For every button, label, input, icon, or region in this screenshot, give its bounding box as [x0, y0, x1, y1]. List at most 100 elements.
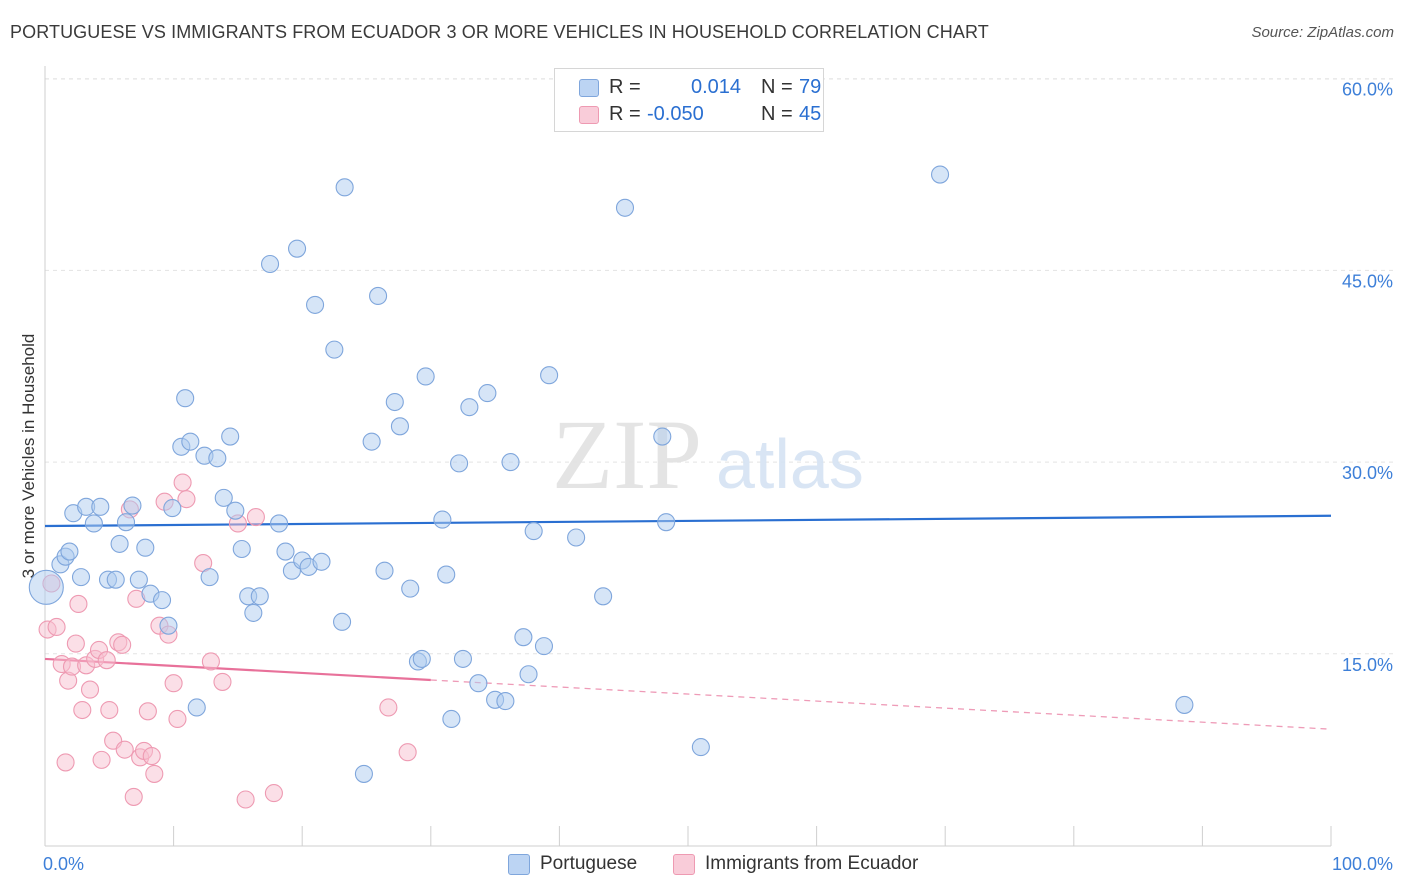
point-portuguese: [214, 488, 233, 507]
point-portuguese: [657, 513, 676, 532]
point-ecuador: [92, 750, 111, 769]
point-portuguese: [1175, 695, 1194, 714]
point-portuguese: [226, 501, 245, 520]
point-portuguese: [433, 510, 452, 529]
point-portuguese: [159, 616, 178, 635]
point-ecuador: [168, 709, 187, 729]
point-ecuador: [246, 508, 265, 527]
legend-r-value: -0.050: [647, 103, 704, 125]
point-ecuador: [47, 617, 66, 637]
point-ecuador: [398, 743, 417, 762]
legend-r-value: 0.014: [691, 76, 742, 98]
trend-line-dashed: [430, 679, 1332, 730]
point-ecuador: [264, 784, 283, 803]
point-portuguese: [460, 398, 479, 417]
watermark-atlas: atlas: [716, 425, 864, 503]
point-portuguese: [514, 628, 533, 647]
point-portuguese: [437, 565, 456, 584]
point-portuguese: [270, 514, 289, 533]
point-portuguese: [91, 497, 110, 516]
point-ecuador: [73, 700, 92, 720]
point-ecuador: [138, 702, 157, 721]
point-portuguese: [496, 692, 515, 711]
point-portuguese: [615, 198, 635, 217]
point-portuguese: [250, 587, 269, 606]
point-portuguese: [106, 570, 125, 589]
point-portuguese: [416, 367, 435, 386]
legend-n-value: 45: [799, 103, 822, 125]
watermark: ZIP atlas: [552, 399, 864, 510]
point-portuguese: [401, 579, 420, 598]
point-portuguese: [540, 366, 559, 385]
point-portuguese: [325, 340, 344, 359]
point-portuguese: [260, 254, 280, 274]
point-portuguese: [306, 295, 325, 314]
point-portuguese: [412, 649, 431, 668]
point-portuguese: [312, 552, 331, 571]
point-portuguese: [60, 542, 79, 561]
point-portuguese: [469, 674, 488, 693]
point-portuguese: [28, 569, 64, 605]
point-ecuador: [201, 652, 220, 671]
y-tick-label: 45.0%: [1342, 271, 1393, 291]
point-portuguese: [375, 561, 394, 580]
point-portuguese: [276, 542, 295, 561]
point-portuguese: [691, 738, 710, 757]
point-ecuador: [173, 473, 192, 492]
axes: [44, 66, 1332, 847]
point-portuguese: [200, 568, 219, 587]
point-portuguese: [519, 665, 538, 684]
point-portuguese: [136, 538, 155, 557]
legend-r-label: R =: [609, 103, 641, 125]
point-ecuador: [142, 746, 161, 766]
point-portuguese: [123, 496, 142, 515]
legend-swatch-ecuador: [579, 106, 599, 124]
point-ecuador: [124, 787, 143, 806]
legend-r-label: R =: [609, 76, 641, 98]
chart-title: PORTUGUESE VS IMMIGRANTS FROM ECUADOR 3 …: [10, 22, 989, 42]
point-portuguese: [116, 513, 136, 532]
point-portuguese: [450, 454, 469, 473]
legend-n-value: 79: [799, 76, 822, 98]
point-ecuador: [69, 594, 88, 614]
y-tick-label: 60.0%: [1342, 80, 1393, 100]
point-portuguese: [931, 165, 950, 184]
x-tick-label: 100.0%: [1332, 854, 1393, 874]
point-portuguese: [534, 637, 554, 656]
point-portuguese: [653, 427, 672, 446]
x-tick-label: 0.0%: [43, 854, 84, 874]
point-ecuador: [113, 635, 132, 654]
legend-swatch-portuguese: [579, 79, 599, 97]
point-portuguese: [442, 709, 461, 729]
point-portuguese: [594, 587, 613, 606]
point-portuguese: [152, 591, 172, 610]
point-portuguese: [176, 389, 195, 408]
point-portuguese: [354, 764, 373, 783]
point-ecuador: [379, 698, 398, 717]
legend-n-label: N =: [761, 103, 793, 125]
y-tick-label: 30.0%: [1342, 463, 1393, 483]
bottom-legend-label: Immigrants from Ecuador: [705, 853, 919, 874]
source-credit: Source: ZipAtlas.com: [1251, 24, 1394, 41]
point-portuguese: [163, 499, 182, 518]
legend-n-label: N =: [761, 76, 793, 98]
correlation-legend: R = 0.014 N = 79 R = -0.050 N = 45: [554, 68, 824, 132]
point-portuguese: [390, 417, 409, 436]
bottom-legend-label: Portuguese: [540, 853, 638, 874]
bottom-legend-swatch-ecuador: [673, 854, 695, 875]
data-points: [28, 165, 1194, 809]
point-portuguese: [385, 392, 404, 412]
point-portuguese: [244, 603, 263, 622]
point-portuguese: [333, 612, 352, 631]
point-portuguese: [453, 649, 473, 668]
bottom-legend-swatch-portuguese: [508, 854, 530, 875]
point-portuguese: [501, 453, 520, 472]
point-ecuador: [213, 672, 232, 691]
y-tick-label: 15.0%: [1342, 655, 1393, 675]
point-ecuador: [164, 674, 183, 693]
point-portuguese: [478, 384, 497, 403]
point-portuguese: [84, 514, 103, 533]
point-portuguese: [129, 570, 148, 589]
point-portuguese: [567, 528, 586, 547]
